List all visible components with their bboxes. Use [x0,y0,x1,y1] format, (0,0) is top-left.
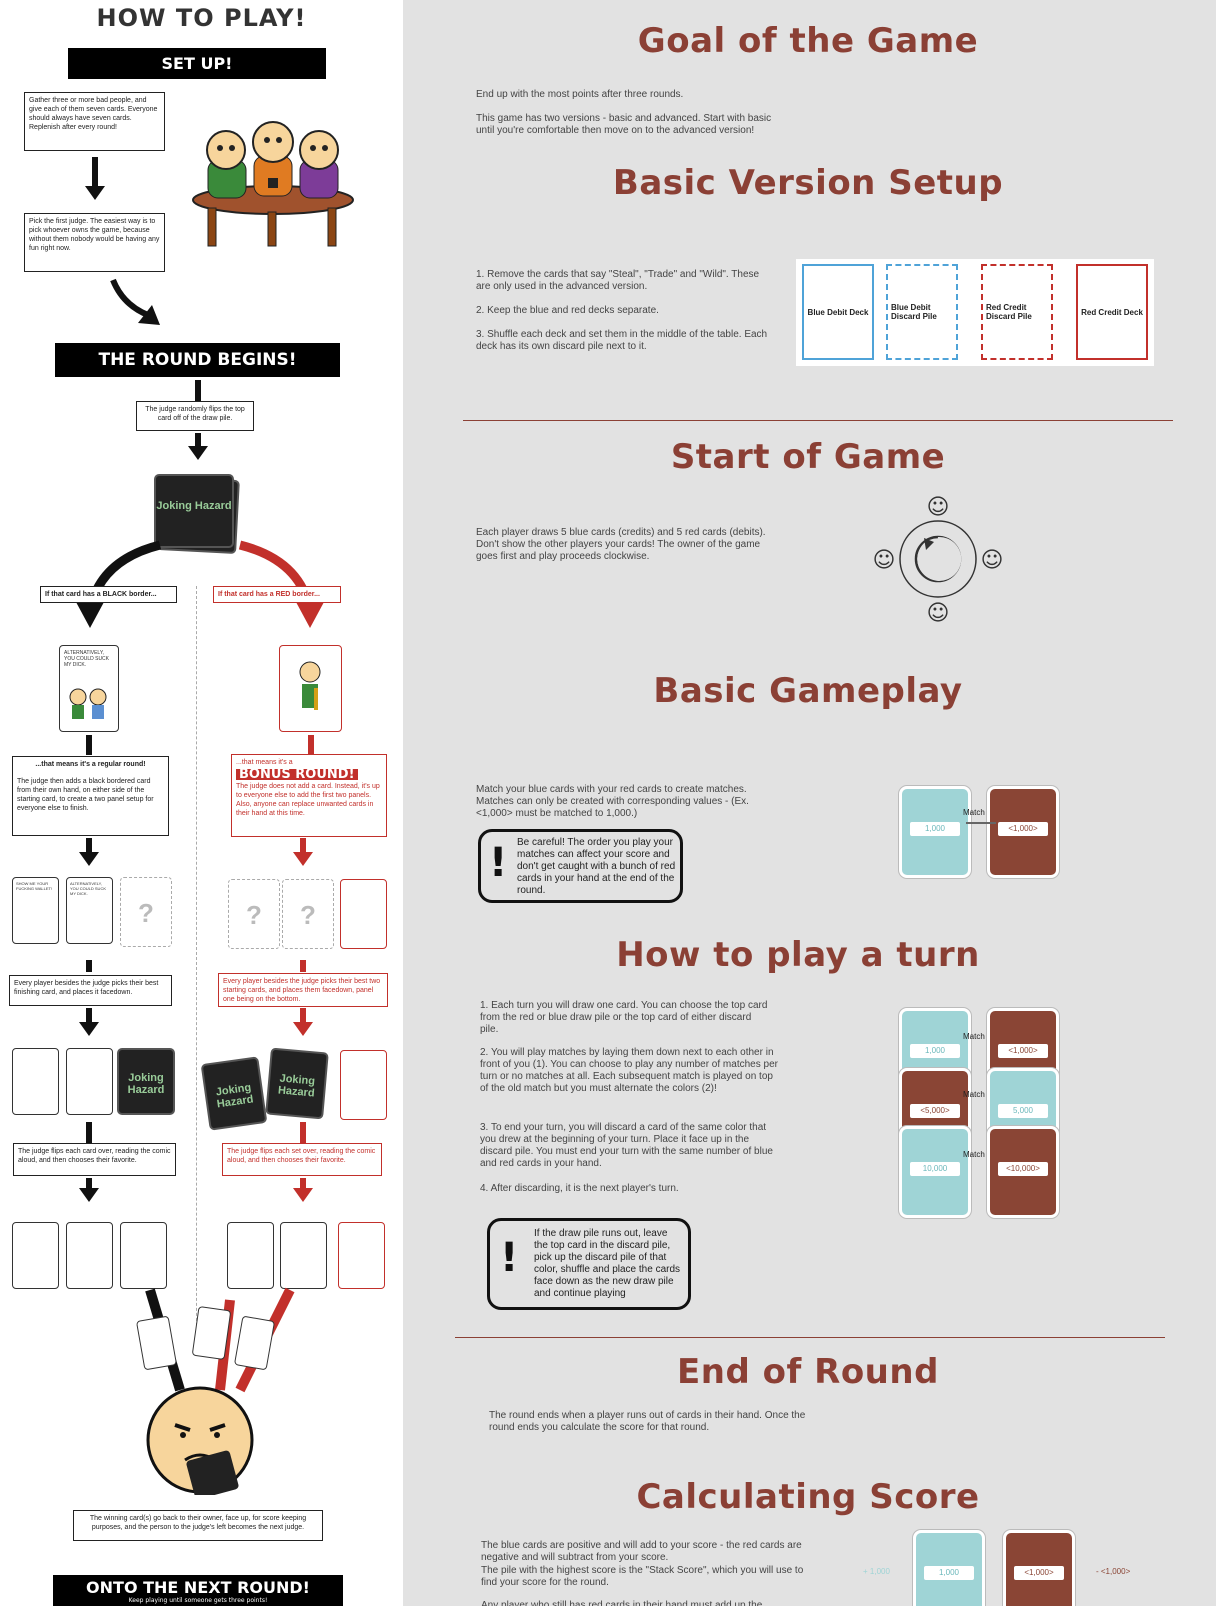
regular-round-box: ...that means it's a regular round! The … [12,756,169,836]
comic-card [12,1222,59,1289]
comic-card [338,1222,385,1289]
start-title: Start of Game [670,437,946,477]
red-credit-discard-pile: Red Credit Discard Pile [981,264,1053,360]
svg-text:☺: ☺ [927,495,950,520]
match-label: Match [963,1032,985,1041]
goal-text-2: This game has two versions - basic and a… [476,113,772,136]
placeholder-card: ? [120,877,172,947]
end-text: The round ends when a player runs out of… [489,1410,806,1433]
blue-debit-discard-pile: Blue Debit Discard Pile [886,264,958,360]
red-card-10000: <10,000> [987,1126,1059,1218]
turn-text-1: 1. Each turn you will draw one card. You… [480,1000,768,1035]
infographic-title: HOW TO PLAY! [96,4,307,32]
red-credit-deck: Red Credit Deck [1076,264,1148,360]
setup-card-2 [66,1048,113,1115]
comic-card [66,1222,113,1289]
comic-card [280,1222,327,1289]
turn-text-4: 4. After discarding, it is the next play… [480,1183,679,1194]
comic-card [120,1222,167,1289]
score-red-card: <1,000> [1003,1530,1075,1606]
gameplay-text: Match your blue cards with your red card… [476,784,749,819]
round-begins-banner: THE ROUND BEGINS! [55,343,340,377]
rules-panel: Goal of the Game End up with the most po… [403,0,1216,1606]
winning-card [191,1305,232,1361]
bonus-round-box: ...that means it's a BONUS ROUND! The ju… [231,754,387,837]
match-label: Match [963,1090,985,1099]
placeholder-card: ? [228,879,280,949]
start-text: Each player draws 5 blue cards (credits)… [476,527,766,562]
score-text-2: The pile with the highest score is the "… [481,1565,804,1588]
winner-box: The winning card(s) go back to their own… [73,1510,323,1541]
facedown-card: Joking Hazard [265,1047,329,1120]
starting-red-card [340,1050,387,1120]
svg-text:☺: ☺ [981,548,1004,573]
draw-pile-note: ! If the draw pile runs out, leave the t… [487,1218,691,1310]
how-to-play-infographic: HOW TO PLAY! SET UP! Gather three or mor… [0,0,403,1606]
deck-layout-diagram: Blue Debit Deck Blue Debit Discard Pile … [796,259,1154,366]
setup-card-2: ALTERNATIVELY, YOU COULD SUCK MY DICK. [66,877,113,944]
setup-card-1: SHOW ME YOUR FUCKING WALLET! [12,877,59,944]
starting-red-card [340,879,387,949]
score-blue-card: 1,000 [913,1530,985,1606]
pick-finishing-box: Every player besides the judge picks the… [9,975,172,1006]
blue-card-1000: 1,000 [899,786,971,878]
judge-face-illustration [146,1386,254,1495]
turn-text-2: 2. You will play matches by laying them … [480,1047,778,1094]
score-text-3: Any player who still has red cards in th… [481,1600,763,1606]
blue-card-10000: 10,000 [899,1126,971,1218]
setup-step-2: Pick the first judge. The easiest way is… [24,213,165,272]
comic-card [227,1222,274,1289]
section-divider [463,420,1173,421]
turn-title: How to play a turn [616,935,980,975]
minus-value-label: - <1,000> [1096,1567,1131,1576]
blue-debit-deck: Blue Debit Deck [802,264,874,360]
setup-text-3: 3. Shuffle each deck and set them in the… [476,329,768,352]
gameplay-title: Basic Gameplay [653,671,963,711]
black-border-comic-card: ALTERNATIVELY, YOU COULD SUCK MY DICK. [59,645,119,732]
turn-text-3: 3. To end your turn, you will discard a … [480,1122,773,1169]
setup-step-1: Gather three or more bad people, and giv… [24,92,165,151]
svg-text:☺: ☺ [873,548,896,573]
black-border-label: If that card has a BLACK border... [40,586,177,603]
setup-banner: SET UP! [68,48,326,79]
score-title: Calculating Score [636,1477,980,1517]
players-at-table-illustration [192,121,354,247]
setup-text-1: 1. Remove the cards that say "Steal", "T… [476,269,760,292]
svg-text:☺: ☺ [927,601,950,626]
setup-text-2: 2. Keep the blue and red decks separate. [476,305,659,316]
facedown-card: Joking Hazard [200,1056,268,1131]
red-border-comic-card [279,645,342,732]
match-label: Match [963,1150,985,1159]
pick-starting-box: Every player besides the judge picks the… [218,973,388,1007]
section-divider [455,1337,1165,1338]
score-text-1: The blue cards are positive and will add… [481,1540,802,1563]
careful-note: ! Be careful! The order you play your ma… [478,829,683,903]
clockwise-table-diagram: ☺ ☺ ☺ ☺ [873,495,1004,626]
placeholder-card: ? [282,879,334,949]
flips-left-box: The judge flips each card over, reading … [13,1143,176,1176]
joking-hazard-deck: Joking Hazard [154,474,234,548]
plus-value-label: + 1,000 [863,1567,890,1576]
match-label: Match [963,808,985,817]
setup-title: Basic Version Setup [612,163,1004,203]
goal-text-1: End up with the most points after three … [476,89,684,100]
next-round-banner: ONTO THE NEXT ROUND! Keep playing until … [53,1575,343,1606]
red-border-label: If that card has a RED border... [213,586,341,603]
flips-right-box: The judge flips each set over, reading t… [222,1143,382,1176]
judge-flip-box: The judge randomly flips the top card of… [136,401,254,431]
red-card-1000: <1,000> [987,786,1059,878]
facedown-card: Joking Hazard [117,1048,175,1115]
goal-title: Goal of the Game [637,21,979,61]
setup-card-1 [12,1048,59,1115]
curved-arrow-icon [110,278,160,325]
end-title: End of Round [677,1352,939,1392]
